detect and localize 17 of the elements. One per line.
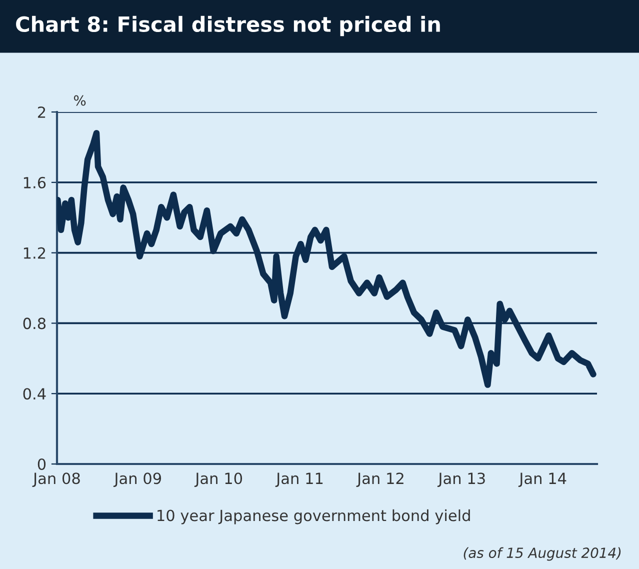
x-tick-label: Jan 14 [518, 472, 566, 487]
x-tick-label: Jan 11 [275, 472, 323, 487]
y-tick-label: 0.8 [23, 318, 46, 330]
y-tick-label: 2 [38, 106, 46, 118]
text: (as of 15 August 2014) [464, 547, 621, 561]
legend-label: 10 year Japanese government bond yield [158, 509, 470, 524]
chart-title: Chart 8: Fiscal distress not priced in [16, 16, 440, 36]
y-tick-label: 1.6 [24, 176, 46, 188]
x-tick-label: Jan 09 [113, 472, 162, 487]
x-tick-label: Jan 08 [32, 472, 80, 487]
y-axis-title: % [74, 95, 86, 106]
x-tick-label: Jan 10 [194, 472, 242, 487]
y-tick-label: 0.4 [23, 388, 46, 400]
x-tick-label: Jan 13 [437, 472, 485, 487]
y-tick-label: 1.2 [24, 247, 46, 259]
y-tick-label: 0 [38, 458, 46, 470]
x-tick-label: Jan 12 [356, 472, 404, 487]
